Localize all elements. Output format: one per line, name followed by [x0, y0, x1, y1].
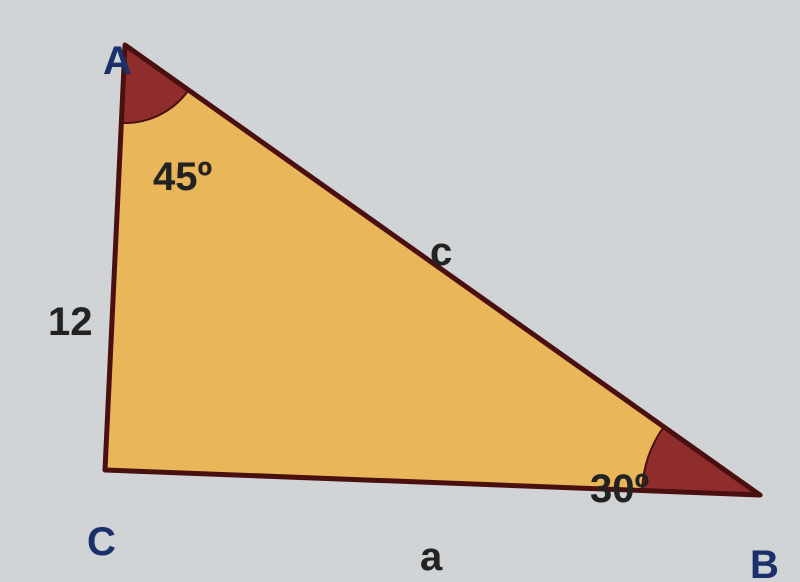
side-label-a: a [420, 535, 442, 580]
vertex-label-a: A [103, 39, 132, 84]
triangle-svg [0, 0, 800, 582]
side-label-b: 12 [48, 300, 93, 345]
vertex-label-c: C [87, 520, 116, 565]
angle-label-b: 30º [590, 467, 649, 512]
diagram-stage: A B C 45º 30º 12 c a [0, 0, 800, 582]
angle-label-a: 45º [153, 155, 212, 200]
side-label-c: c [430, 230, 452, 275]
vertex-label-b: B [750, 543, 779, 582]
